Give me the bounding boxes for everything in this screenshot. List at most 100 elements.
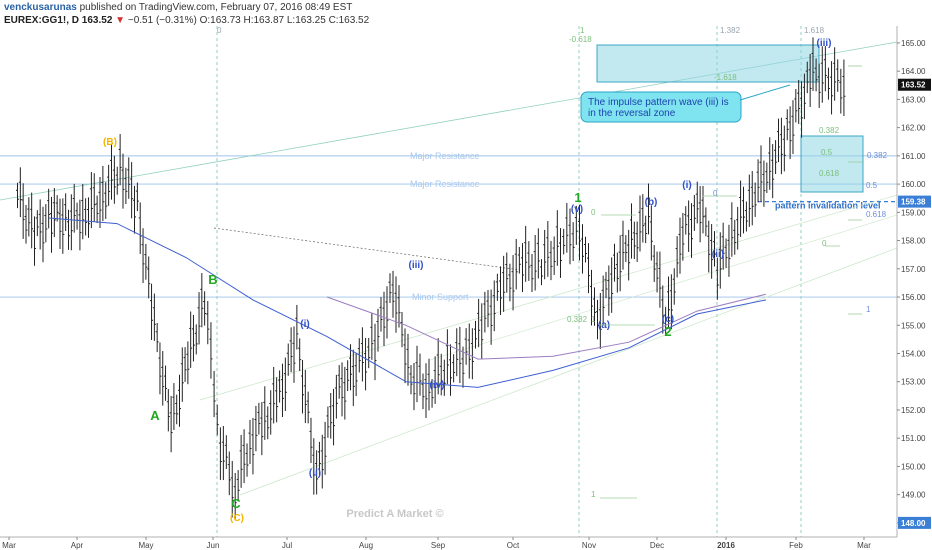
- fib-level-label: 0.5: [866, 181, 878, 190]
- author-name[interactable]: venckusarunas: [4, 2, 77, 13]
- x-tick-label: Dec: [650, 541, 664, 550]
- price-tag-box: [898, 78, 931, 91]
- wave-label: (iv): [430, 380, 445, 391]
- x-tick-label: May: [138, 541, 153, 550]
- moving-average-line: [48, 217, 767, 388]
- wave-label: A: [150, 408, 160, 423]
- x-tick-label: Mar: [2, 541, 16, 550]
- annotation-text-line1: The impulse pattern wave (iii) is: [588, 97, 729, 108]
- annotation-callout: [580, 91, 742, 123]
- symbol-name[interactable]: EUREX:GG1!, D: [4, 15, 80, 26]
- price-tag-label: 163.52: [901, 81, 926, 90]
- level-label: pattern invalidation level: [775, 201, 881, 211]
- level-label: Major Resistance: [410, 151, 480, 161]
- watermark: Predict A Market ©: [346, 508, 443, 520]
- y-axis-panel: [897, 0, 932, 550]
- annotation-text-line2: in the reversal zone: [588, 108, 676, 119]
- retracement-zone-box: [800, 135, 864, 193]
- x-tick-label: Sep: [431, 541, 446, 550]
- fib-level-label: 1.618: [804, 26, 825, 35]
- wave-label: (iii): [409, 260, 424, 271]
- fib-level-label: 0.382: [567, 315, 588, 324]
- fib-level-label: 0.618: [819, 169, 840, 178]
- trend-line: [429, 214, 898, 361]
- fib-level-label: -1.618: [714, 73, 737, 82]
- down-arrow-icon: ▼: [115, 15, 126, 26]
- annotation-pointer: [739, 84, 791, 101]
- y-tick-label: 155.00: [901, 321, 926, 330]
- trend-line: [213, 227, 521, 271]
- wave-label: B: [208, 272, 217, 287]
- fib-level-label: 0: [591, 208, 596, 217]
- wave-label: (ii): [712, 249, 724, 260]
- publish-info: published on TradingView.com, February 0…: [79, 2, 353, 13]
- wave-label: (b): [645, 197, 658, 208]
- wave-label: (C): [230, 513, 244, 524]
- wave-label: (i): [300, 319, 309, 330]
- y-tick-label: 158.00: [901, 237, 926, 246]
- wave-label: (a): [598, 320, 610, 331]
- y-tick-label: 151.00: [901, 434, 926, 443]
- fib-level-label: 1: [591, 490, 596, 499]
- wave-label: (v): [571, 204, 583, 215]
- y-tick-label: 154.00: [901, 349, 926, 358]
- wave-label: 1: [574, 190, 581, 205]
- x-tick-label: Nov: [582, 541, 596, 550]
- wave-label: (i): [682, 180, 691, 191]
- x-tick-label: Jun: [207, 541, 220, 550]
- wave-label: (iii): [817, 38, 832, 49]
- fib-level-label: 1.382: [720, 26, 741, 35]
- y-tick-label: 162.00: [901, 124, 926, 133]
- last-price: 163.52: [81, 15, 113, 26]
- fib-level-label: 0.382: [819, 126, 840, 135]
- x-tick-label: Apr: [71, 541, 84, 550]
- x-tick-label: Mar: [857, 541, 871, 550]
- y-tick-label: 164.00: [901, 67, 926, 76]
- x-tick-label: 2016: [717, 541, 735, 550]
- fib-level-label: 0.5: [821, 148, 833, 157]
- level-label: Major Resistance: [410, 179, 480, 189]
- y-tick-label: 161.00: [901, 152, 926, 161]
- x-tick-label: Oct: [507, 541, 520, 550]
- y-tick-label: 150.00: [901, 462, 926, 471]
- fib-level-label: 0: [713, 189, 718, 198]
- x-tick-label: Feb: [789, 541, 803, 550]
- y-tick-label: 157.00: [901, 265, 926, 274]
- y-tick-label: 163.00: [901, 95, 926, 104]
- trend-line: [239, 247, 898, 496]
- wave-label: (ii): [309, 468, 321, 479]
- moving-average-line: [326, 293, 767, 360]
- ohlc-values: O:163.73 H:163.87 L:163.25 C:163.52: [199, 15, 370, 26]
- fib-level-label: 1: [866, 305, 871, 314]
- chart-header: venckusarunas published on TradingView.c…: [4, 1, 369, 27]
- y-tick-label: 152.00: [901, 406, 926, 415]
- plot-area: [0, 26, 897, 537]
- y-tick-label: 160.00: [901, 180, 926, 189]
- price-change: −0.51 (−0.31%): [127, 15, 197, 26]
- fib-level-label: 0: [822, 239, 827, 248]
- y-tick-label: 156.00: [901, 293, 926, 302]
- level-label: Minor Support: [412, 292, 469, 302]
- symbol-line: EUREX:GG1!, D 163.52 ▼ −0.51 (−0.31%) O:…: [4, 14, 369, 27]
- fib-level-label: 1: [591, 315, 596, 324]
- x-tick-label: Aug: [359, 541, 373, 550]
- publish-line: venckusarunas published on TradingView.c…: [4, 1, 369, 14]
- price-tag-box: [898, 516, 931, 529]
- y-tick-label: 153.00: [901, 378, 926, 387]
- fib-level-label: 0.618: [866, 210, 887, 219]
- price-tag-label: 159.38: [901, 198, 926, 207]
- y-tick-label: 165.00: [901, 39, 926, 48]
- price-tag-label: 148.00: [901, 519, 926, 528]
- fib-level-label: 0: [217, 26, 222, 35]
- target-zone-box: [596, 44, 820, 83]
- wave-label: (c): [662, 314, 674, 325]
- y-tick-label: 159.00: [901, 208, 926, 217]
- x-tick-label: Jul: [282, 541, 292, 550]
- wave-label: (B): [103, 137, 117, 148]
- price-tag-box: [898, 195, 931, 208]
- fib-level-label: 0.382: [867, 151, 888, 160]
- wave-label: C: [231, 496, 241, 511]
- y-tick-label: 149.00: [901, 491, 926, 500]
